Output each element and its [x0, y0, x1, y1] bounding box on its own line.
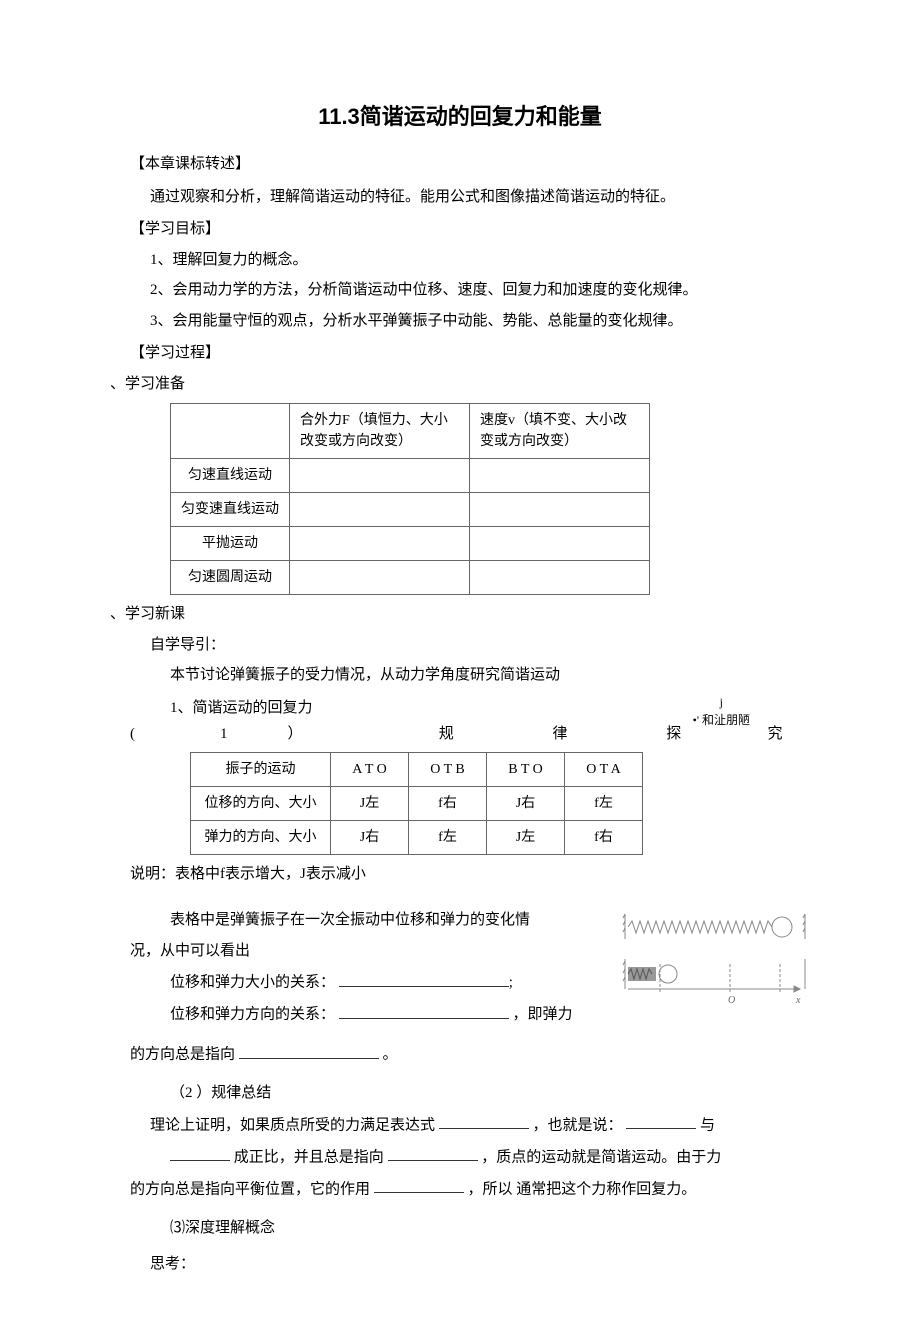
blank	[374, 1177, 464, 1194]
summary-line2: 成正比，并且总是指向 ，质点的运动就是简谐运动。由于力	[170, 1145, 810, 1169]
sec3-header: 【学习过程】	[130, 342, 810, 365]
blank	[388, 1145, 478, 1162]
prep-table: 合外力F（填恒力、大小改变或方向改变） 速度v（填不变、大小改变或方向改变） 匀…	[170, 403, 650, 595]
cell: f右	[565, 820, 643, 854]
direction-line: 的方向总是指向 。	[130, 1042, 810, 1066]
cell: f左	[409, 820, 487, 854]
blank	[626, 1113, 696, 1130]
row-label: 平抛运动	[171, 527, 290, 561]
row-label: 弹力的方向、大小	[191, 820, 331, 854]
ann-j: j	[720, 695, 723, 709]
col-header: O T A	[565, 752, 643, 786]
paren-open: (	[130, 723, 160, 746]
svg-text:x: x	[795, 995, 801, 1006]
cell: f左	[565, 786, 643, 820]
table-note: 说明：表格中f表示增大，J表示减小	[130, 863, 810, 886]
cell: J左	[331, 786, 409, 820]
blank	[170, 1145, 230, 1162]
cell: J右	[331, 820, 409, 854]
spring-diagram: O x	[620, 909, 810, 1009]
sec2-item-3: 3、会用能量守恒的观点，分析水平弹簧振子中动能、势能、总能量的变化规律。	[150, 310, 810, 333]
dir-text-a: 的方向总是指向	[130, 1047, 239, 1063]
sec2-item-2: 2、会用动力学的方法，分析简谐运动中位移、速度、回复力和加速度的变化规律。	[150, 279, 810, 302]
sum-1a: 理论上证明，如果质点所受的力满足表达式	[150, 1117, 439, 1133]
col-header: O T B	[409, 752, 487, 786]
cell	[470, 493, 650, 527]
sum-2a: 成正比，并且总是指向	[234, 1149, 388, 1165]
page-title: 11.3简谐运动的回复力和能量	[110, 100, 810, 133]
intro-body: 本节讨论弹簧振子的受力情况，从动力学角度研究简谐运动	[170, 664, 810, 687]
newcourse-label: 、学习新课	[110, 603, 810, 626]
table-row: 振子的运动 A T O O T B B T O O T A	[191, 752, 643, 786]
table-row: 平抛运动	[171, 527, 650, 561]
summary-line1: 理论上证明，如果质点所受的力满足表达式 ，也就是说： 与	[150, 1113, 810, 1137]
summary-line3: 的方向总是指向平衡位置，它的作用 ，所以 通常把这个力称作回复力。	[130, 1177, 810, 1201]
annotation-text: j •' 和沚朋陋	[693, 693, 750, 729]
think-label: 思考：	[150, 1253, 810, 1276]
blank	[339, 970, 509, 987]
cell	[470, 527, 650, 561]
cell	[290, 459, 470, 493]
subpoint-2-header: （2 ）规律总结	[170, 1082, 810, 1105]
char-lv: 律	[505, 723, 615, 746]
table-row: 弹力的方向、大小 J右 f左 J左 f右	[191, 820, 643, 854]
cell	[290, 527, 470, 561]
dir-text-b: 。	[383, 1047, 398, 1063]
cell: J左	[487, 820, 565, 854]
char-gui: 规	[391, 723, 501, 746]
table-row: 位移的方向、大小 J左 f右 J右 f左	[191, 786, 643, 820]
cell	[470, 561, 650, 595]
sum-1b: ，也就是说：	[533, 1117, 623, 1133]
num-1: 1	[164, 723, 284, 746]
cell: f右	[409, 786, 487, 820]
motion-table: 振子的运动 A T O O T B B T O O T A 位移的方向、大小 J…	[190, 752, 643, 855]
sec2-item-1: 1、理解回复力的概念。	[150, 249, 810, 272]
table-row: 匀速直线运动	[171, 459, 650, 493]
point1-label: 1、简谐运动的回复力	[170, 697, 313, 720]
row-label: 匀速直线运动	[171, 459, 290, 493]
rel2-text-b: ，即弹力	[513, 1007, 573, 1023]
blank	[239, 1042, 379, 1059]
blank	[439, 1113, 529, 1130]
col-header: 振子的运动	[191, 752, 331, 786]
sum-3a: 的方向总是指向平衡位置，它的作用	[130, 1181, 374, 1197]
intro-label: 自学导引：	[150, 634, 810, 657]
table-row: 匀变速直线运动	[171, 493, 650, 527]
rel2-text-a: 位移和弹力方向的关系：	[170, 1007, 335, 1023]
svg-text:O: O	[728, 995, 735, 1006]
sum-1c: 与	[700, 1117, 715, 1133]
point1-line: 1、简谐运动的回复力 j •' 和沚朋陋	[110, 697, 810, 720]
sec1-body: 通过观察和分析，理解简谐运动的特征。能用公式和图像描述简谐运动的特征。	[150, 186, 810, 209]
sec2-header: 【学习目标】	[130, 218, 810, 241]
paren-close: ）	[288, 723, 388, 746]
row-label: 位移的方向、大小	[191, 786, 331, 820]
blank	[339, 1002, 509, 1019]
sum-3b: ，所以 通常把这个力称作回复力。	[468, 1181, 697, 1197]
subpoint-3-header: ⑶深度理解概念	[170, 1217, 810, 1240]
table-row: 合外力F（填恒力、大小改变或方向改变） 速度v（填不变、大小改变或方向改变）	[171, 404, 650, 459]
col-header-force: 合外力F（填恒力、大小改变或方向改变）	[290, 404, 470, 459]
cell: J右	[487, 786, 565, 820]
sec1-header: 【本章课标转述】	[130, 153, 810, 176]
ann-noise: •' 和沚朋陋	[693, 713, 750, 727]
col-header: B T O	[487, 752, 565, 786]
cell	[290, 493, 470, 527]
row-label: 匀速圆周运动	[171, 561, 290, 595]
row-label: 匀变速直线运动	[171, 493, 290, 527]
sum-2b: ，质点的运动就是简谐运动。由于力	[481, 1149, 721, 1165]
col-header: A T O	[331, 752, 409, 786]
cell	[290, 561, 470, 595]
prep-label: 、学习准备	[110, 373, 810, 396]
table-row: 匀速圆周运动	[171, 561, 650, 595]
col-header-velocity: 速度v（填不变、大小改变或方向改变）	[470, 404, 650, 459]
cell-blank	[171, 404, 290, 459]
rel1-text: 位移和弹力大小的关系：	[170, 975, 335, 991]
cell	[470, 459, 650, 493]
